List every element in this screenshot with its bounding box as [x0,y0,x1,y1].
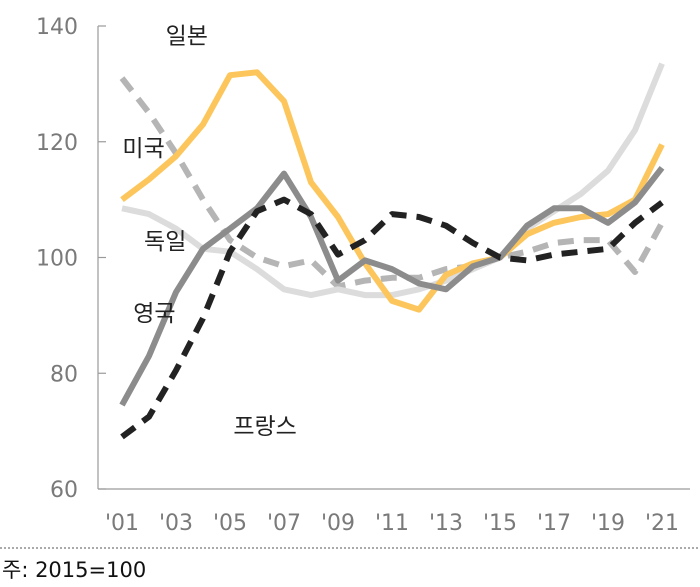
series-line [119,165,665,407]
series-label: 영국 [133,301,175,327]
y-tick-label: 120 [36,131,78,156]
x-tick-label: '21 [645,511,679,536]
series-line [120,69,665,313]
line-chart: 60 80 100 120 140 '01 '03 '05 '07 '09 '11 '13 '15 '1… [0,15,700,549]
x-tick-label: '19 [591,511,625,536]
x-tick-label: '05 [213,511,247,536]
y-tick-label: 100 [36,247,78,272]
y-axis-ticks: 60 80 100 120 140 [36,15,106,503]
series-label: 미국 [122,136,164,162]
x-tick-label: '09 [321,511,355,536]
series-label: 독일 [144,229,186,255]
series-line [119,76,665,290]
axes [0,26,700,549]
y-tick-label: 80 [50,362,78,387]
series-lines [119,62,665,440]
series-label: 일본 [166,23,208,49]
x-tick-label: '03 [159,511,193,536]
y-tick-label: 140 [36,15,78,40]
footnote: 주: 2015=100 [2,558,147,582]
x-tick-label: '07 [267,511,301,536]
series-line [121,62,665,299]
x-tick-label: '11 [375,511,409,536]
series-label: 프랑스 [233,414,296,440]
y-tick-label: 60 [50,478,78,503]
x-axis-ticks: '01 '03 '05 '07 '09 '11 '13 '15 '17 '19 '21 [105,511,679,536]
x-tick-label: '17 [537,511,571,536]
series-line [120,196,664,440]
x-tick-label: '13 [429,511,463,536]
x-tick-label: '01 [105,511,139,536]
x-tick-label: '15 [483,511,517,536]
